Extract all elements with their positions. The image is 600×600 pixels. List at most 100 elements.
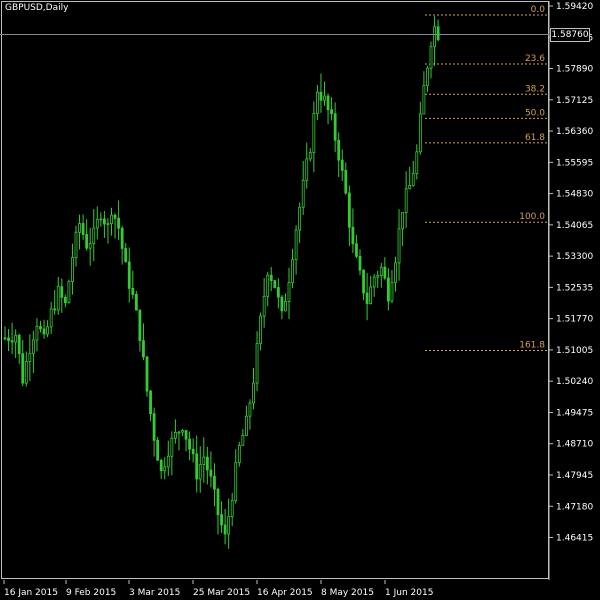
candle-body bbox=[429, 46, 433, 69]
candle-body bbox=[71, 257, 74, 282]
candle-body bbox=[308, 152, 312, 160]
candle-body bbox=[88, 243, 92, 249]
candle-body bbox=[369, 286, 373, 304]
y-tick-label: 1.50240 bbox=[556, 377, 593, 387]
y-tick-label: 1.56360 bbox=[556, 127, 593, 137]
candle-body bbox=[404, 188, 408, 213]
candle-body bbox=[113, 214, 117, 219]
candle-body bbox=[422, 85, 426, 115]
candle-body bbox=[379, 266, 383, 276]
y-tick-label: 1.59420 bbox=[556, 2, 593, 12]
candle-body bbox=[156, 439, 160, 461]
candle-body bbox=[35, 326, 39, 341]
candle-body bbox=[177, 431, 181, 434]
candle-body bbox=[81, 223, 85, 235]
candle-body bbox=[138, 309, 142, 342]
candle-body bbox=[181, 430, 184, 433]
fibonacci-levels: 0.0 23.6 38.2 50.0 61.8 100.0 161.8 bbox=[425, 5, 547, 352]
candle-body bbox=[56, 286, 60, 311]
y-tick-label: 1.57890 bbox=[556, 65, 593, 75]
candle-body bbox=[95, 218, 99, 229]
candle-body bbox=[131, 287, 135, 295]
y-tick-label: 1.47945 bbox=[556, 471, 593, 481]
candle-body bbox=[408, 185, 412, 190]
candle-body bbox=[202, 456, 206, 465]
candle-body bbox=[124, 248, 128, 263]
candle-body bbox=[42, 328, 46, 335]
candle-body bbox=[358, 255, 362, 271]
candle-body bbox=[347, 192, 351, 228]
candle-body bbox=[259, 315, 263, 344]
candle-body bbox=[10, 340, 14, 343]
fib-label: 50.0 bbox=[525, 108, 545, 118]
candle-body bbox=[287, 282, 291, 302]
candle-body bbox=[340, 159, 344, 171]
candle-body bbox=[301, 179, 305, 208]
fib-label: 0.0 bbox=[531, 5, 546, 15]
candle-body bbox=[195, 453, 199, 480]
y-tick-label: 1.53300 bbox=[556, 252, 593, 262]
candle-body bbox=[166, 455, 170, 468]
candle-body bbox=[255, 343, 259, 384]
candle-body bbox=[49, 308, 53, 328]
candle-body bbox=[273, 280, 277, 288]
x-tick-label: 1 Jun 2015 bbox=[385, 588, 433, 598]
fib-label: 161.8 bbox=[519, 341, 545, 351]
y-tick-label: 1.49475 bbox=[556, 408, 593, 418]
candle-body bbox=[60, 286, 64, 298]
instrument-label: GBPUSD,Daily bbox=[5, 3, 69, 13]
candle-body bbox=[355, 243, 358, 257]
x-tick-label: 16 Jan 2015 bbox=[4, 588, 58, 598]
candle-body bbox=[333, 113, 337, 141]
candle-body bbox=[170, 437, 174, 457]
candle-body bbox=[53, 308, 57, 311]
candle-body bbox=[227, 516, 231, 535]
candle-body bbox=[110, 214, 113, 225]
candle-body bbox=[198, 464, 202, 480]
candle-body bbox=[294, 229, 298, 261]
candle-body bbox=[323, 95, 326, 101]
candle-body bbox=[291, 259, 294, 284]
candle-body bbox=[220, 514, 223, 526]
candle-body bbox=[337, 139, 341, 161]
candle-body bbox=[319, 91, 323, 101]
candle-body bbox=[209, 469, 213, 477]
y-tick-label: 1.46415 bbox=[556, 534, 593, 544]
candle-body bbox=[252, 382, 255, 404]
candle-body bbox=[39, 326, 42, 330]
candle-body bbox=[120, 227, 124, 249]
candle-body bbox=[103, 218, 106, 225]
candle-body bbox=[397, 228, 401, 264]
candle-body bbox=[418, 113, 422, 153]
candle-body bbox=[24, 361, 28, 384]
fib-label: 61.8 bbox=[525, 133, 545, 143]
candle-body bbox=[244, 415, 248, 436]
candle-body bbox=[78, 223, 81, 233]
candle-body bbox=[216, 488, 220, 515]
candle-body bbox=[284, 301, 287, 312]
y-tick-label: 1.51005 bbox=[556, 346, 593, 356]
candle-body bbox=[383, 266, 387, 279]
candle-body bbox=[305, 158, 309, 181]
candle-body bbox=[74, 231, 78, 258]
candle-body bbox=[99, 218, 103, 221]
y-tick-label: 1.51770 bbox=[556, 315, 593, 325]
candle-body bbox=[46, 326, 49, 335]
candle-body bbox=[223, 524, 227, 535]
candle-body bbox=[67, 281, 71, 304]
candle-body bbox=[63, 296, 67, 304]
y-tick-label: 1.47180 bbox=[556, 502, 593, 512]
candle-body bbox=[276, 287, 280, 298]
candle-body bbox=[344, 170, 348, 194]
candle-body bbox=[262, 295, 266, 317]
candle-body bbox=[372, 276, 376, 288]
candle-body bbox=[312, 113, 316, 153]
candle-body bbox=[14, 334, 18, 343]
candle-body bbox=[142, 340, 145, 358]
x-tick-label: 25 Mar 2015 bbox=[193, 588, 250, 598]
candle-body bbox=[234, 462, 238, 501]
candle-body bbox=[85, 234, 89, 249]
candle-body bbox=[32, 339, 35, 354]
candle-body bbox=[376, 275, 380, 278]
